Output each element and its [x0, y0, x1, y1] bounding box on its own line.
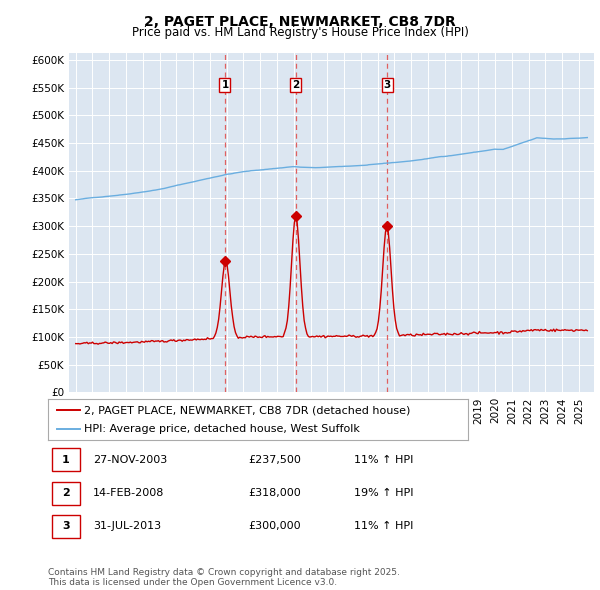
Text: 14-FEB-2008: 14-FEB-2008 — [93, 489, 164, 498]
Text: 31-JUL-2013: 31-JUL-2013 — [93, 522, 161, 531]
Text: 3: 3 — [62, 522, 70, 531]
Text: £318,000: £318,000 — [248, 489, 301, 498]
Bar — [52, 514, 80, 538]
Text: £300,000: £300,000 — [248, 522, 301, 531]
Text: 2, PAGET PLACE, NEWMARKET, CB8 7DR: 2, PAGET PLACE, NEWMARKET, CB8 7DR — [144, 15, 456, 29]
Text: HPI: Average price, detached house, West Suffolk: HPI: Average price, detached house, West… — [83, 424, 359, 434]
Text: 11% ↑ HPI: 11% ↑ HPI — [354, 522, 413, 531]
Text: 11% ↑ HPI: 11% ↑ HPI — [354, 455, 413, 464]
Text: 1: 1 — [221, 80, 229, 90]
Bar — [52, 448, 80, 471]
Text: 2: 2 — [62, 489, 70, 498]
Text: Price paid vs. HM Land Registry's House Price Index (HPI): Price paid vs. HM Land Registry's House … — [131, 26, 469, 39]
Text: £237,500: £237,500 — [248, 455, 302, 464]
Text: 3: 3 — [384, 80, 391, 90]
Text: Contains HM Land Registry data © Crown copyright and database right 2025.
This d: Contains HM Land Registry data © Crown c… — [48, 568, 400, 587]
Text: 2: 2 — [292, 80, 299, 90]
Text: 2, PAGET PLACE, NEWMARKET, CB8 7DR (detached house): 2, PAGET PLACE, NEWMARKET, CB8 7DR (deta… — [83, 405, 410, 415]
Text: 1: 1 — [62, 455, 70, 464]
Text: 27-NOV-2003: 27-NOV-2003 — [93, 455, 167, 464]
Text: 19% ↑ HPI: 19% ↑ HPI — [354, 489, 414, 498]
Bar — [52, 481, 80, 505]
